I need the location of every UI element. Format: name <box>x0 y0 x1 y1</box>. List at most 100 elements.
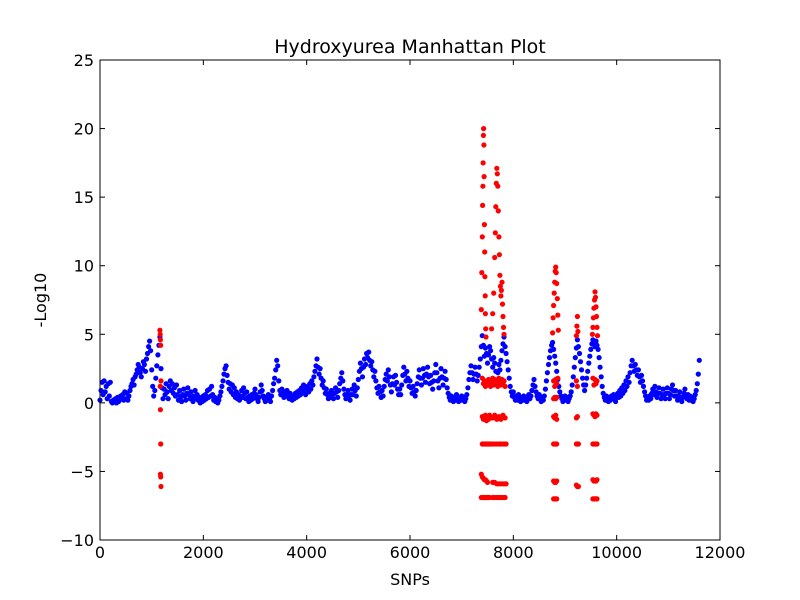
x-tick-label: 8000 <box>493 543 534 562</box>
data-point <box>157 383 163 389</box>
data-point <box>394 379 400 385</box>
data-point <box>482 249 488 255</box>
data-point <box>582 387 588 394</box>
data-point <box>499 279 505 285</box>
data-point <box>252 386 258 392</box>
data-point <box>138 374 144 380</box>
x-tick-label: 6000 <box>390 543 431 562</box>
data-point <box>483 334 489 340</box>
data-point <box>545 361 552 368</box>
data-point <box>357 360 363 366</box>
x-tick-label: 0 <box>95 543 105 562</box>
data-point <box>574 323 580 329</box>
data-point <box>497 272 503 278</box>
data-point <box>673 387 679 394</box>
data-point <box>475 372 481 378</box>
data-point <box>143 356 150 362</box>
data-point <box>667 392 674 398</box>
data-point <box>164 389 170 395</box>
data-point <box>420 366 426 372</box>
data-point <box>691 396 697 402</box>
data-point <box>274 357 280 363</box>
data-point <box>592 289 598 295</box>
data-point <box>372 368 378 374</box>
data-point <box>267 398 274 405</box>
data-point <box>220 378 226 384</box>
data-point <box>588 346 594 352</box>
data-point <box>498 357 504 363</box>
data-point <box>483 326 489 332</box>
data-point <box>275 363 281 369</box>
data-point <box>505 367 511 373</box>
data-point <box>431 378 437 384</box>
data-point <box>598 374 604 380</box>
data-point <box>599 383 605 389</box>
data-point <box>255 398 261 405</box>
data-point <box>127 387 133 394</box>
data-point <box>490 364 496 370</box>
data-point <box>481 126 487 132</box>
data-point <box>498 293 504 299</box>
data-point <box>339 370 345 376</box>
data-point <box>695 371 701 377</box>
data-point <box>392 372 399 378</box>
data-point <box>359 374 366 380</box>
data-point <box>594 378 600 384</box>
data-point <box>341 386 347 392</box>
y-tick-label: 15 <box>74 188 94 207</box>
data-point <box>250 396 256 402</box>
data-point <box>627 370 633 376</box>
data-point <box>503 350 509 357</box>
data-point <box>666 396 673 402</box>
data-point <box>308 386 314 392</box>
x-tick-label: 10000 <box>591 543 642 562</box>
data-point <box>498 287 504 293</box>
data-point <box>399 382 405 388</box>
data-point <box>323 386 329 392</box>
data-point <box>575 344 582 350</box>
data-point <box>575 441 582 447</box>
data-point <box>550 339 556 346</box>
data-point <box>380 393 386 399</box>
data-point <box>244 389 250 395</box>
data-point <box>157 327 163 333</box>
data-point <box>493 204 499 210</box>
data-point <box>160 396 166 402</box>
y-tick-label: −10 <box>60 531 94 550</box>
data-point <box>476 364 482 370</box>
data-point <box>553 412 559 418</box>
data-point <box>613 398 619 405</box>
data-point <box>314 356 320 362</box>
data-point <box>158 342 164 348</box>
data-point <box>137 370 143 376</box>
data-point <box>654 394 660 400</box>
data-point <box>491 355 497 361</box>
data-point <box>554 394 560 400</box>
data-point <box>555 375 561 381</box>
data-point <box>355 376 361 383</box>
data-point <box>466 376 472 383</box>
data-point <box>345 387 351 394</box>
data-point <box>373 378 379 384</box>
data-point <box>481 174 487 180</box>
data-point <box>594 477 600 483</box>
data-point <box>669 382 676 388</box>
data-point <box>301 382 307 388</box>
data-point <box>575 328 581 335</box>
data-point <box>107 379 113 385</box>
data-point <box>639 378 646 384</box>
data-point <box>642 389 648 395</box>
data-point <box>271 381 277 387</box>
data-point <box>485 352 492 358</box>
data-point <box>550 315 556 321</box>
data-point <box>553 264 559 270</box>
data-point <box>363 361 369 368</box>
data-point <box>648 396 654 402</box>
data-point <box>150 383 156 389</box>
data-point <box>474 378 480 384</box>
data-point <box>626 379 632 385</box>
data-point <box>528 393 534 399</box>
data-point <box>571 364 577 370</box>
data-point <box>567 393 573 399</box>
data-point <box>574 383 581 389</box>
